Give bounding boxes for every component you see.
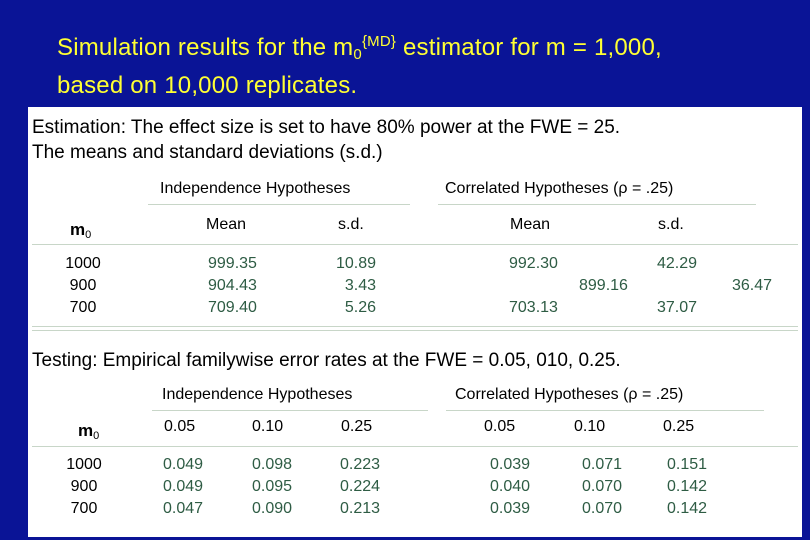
ind-sd-header: s.d.: [338, 216, 364, 233]
mean-cell: 709.40: [208, 299, 257, 316]
sd-cell: 5.26: [344, 299, 376, 316]
m0-cell: 700: [69, 299, 97, 316]
m0-cell: 900: [70, 478, 98, 495]
cor-25-column: 0.151 0.142 0.142: [657, 454, 717, 520]
rate-cell: 0.151: [666, 456, 708, 473]
rate-cell: 0.224: [339, 478, 381, 495]
cor-level-05: 0.05: [484, 418, 516, 435]
rate-cell: 0.090: [251, 500, 293, 517]
ind-level-25: 0.25: [341, 418, 373, 435]
rate-cell: 0.095: [251, 478, 293, 495]
cor-level-10: 0.10: [574, 418, 606, 435]
rate-cell: 0.223: [339, 456, 381, 473]
estimation-header-rule: [32, 244, 798, 245]
cor-sd-header: s.d.: [658, 216, 684, 233]
slide-title: Simulation results for the m0{MD} estima…: [57, 26, 662, 101]
ind-mean-column: 999.35 904.43 709.40: [208, 253, 257, 319]
correlated-rule: [438, 204, 756, 205]
m0-subscript: 0: [93, 430, 100, 442]
cor-mean-cell-1: 992.30: [509, 255, 558, 272]
title-subscript: 0: [353, 46, 362, 63]
rate-cell: 0.049: [162, 478, 204, 495]
cor-mean-header: Mean: [510, 216, 551, 233]
ind-mean-header: Mean: [206, 216, 247, 233]
estimation-m0-column: 1000 900 700: [58, 253, 108, 319]
rate-cell: 0.049: [162, 456, 204, 473]
rate-cell: 0.142: [666, 500, 708, 517]
testing-header-rule: [32, 446, 798, 447]
testing-correlated-rule: [446, 410, 764, 411]
estimation-bottom-rule: [32, 326, 798, 331]
sd-cell: 3.43: [344, 277, 376, 294]
rate-cell: 0.070: [581, 478, 623, 495]
mean-cell: 999.35: [208, 255, 257, 272]
estimation-group-correlated: Correlated Hypotheses (ρ = .25): [445, 180, 674, 197]
ind-05-column: 0.049 0.049 0.047: [153, 454, 213, 520]
rate-cell: 0.039: [489, 500, 531, 517]
testing-m0-column: 1000 900 700: [56, 454, 112, 520]
ind-10-column: 0.098 0.095 0.090: [242, 454, 302, 520]
estimation-caption-line-2: The means and standard deviations (s.d.): [32, 142, 383, 163]
testing-m0-header: m0: [78, 421, 99, 442]
rate-cell: 0.098: [251, 456, 293, 473]
cor-mean-cell-3: 703.13: [509, 299, 558, 316]
testing-independence-rule: [152, 410, 428, 411]
ind-sd-column: 10.89 3.43 5.26: [318, 253, 376, 319]
ind-level-10: 0.10: [252, 418, 284, 435]
m0-cell: 1000: [65, 255, 101, 272]
m0-subscript: 0: [85, 229, 92, 241]
cor-sd-cell-1: 42.29: [657, 255, 698, 272]
rate-cell: 0.040: [489, 478, 531, 495]
mean-cell: 904.43: [208, 277, 257, 294]
title-text-end: estimator for m = 1,000,: [396, 34, 662, 61]
estimation-caption: Estimation: The effect size is set to ha…: [32, 115, 620, 165]
testing-caption: Testing: Empirical familywise error rate…: [32, 350, 621, 371]
cor-05-column: 0.039 0.040 0.039: [480, 454, 540, 520]
cor-sd-cell-3: 37.07: [657, 299, 698, 316]
estimation-m0-header: m0: [70, 220, 91, 241]
rate-cell: 0.039: [489, 456, 531, 473]
rate-cell: 0.213: [339, 500, 381, 517]
cor-10-column: 0.071 0.070 0.070: [572, 454, 632, 520]
m0-cell: 900: [69, 277, 97, 294]
rate-cell: 0.047: [162, 500, 204, 517]
testing-group-independence: Independence Hypotheses: [162, 386, 353, 403]
sd-cell: 10.89: [335, 255, 376, 272]
m0-cell: 700: [70, 500, 98, 517]
ind-level-05: 0.05: [164, 418, 196, 435]
rate-cell: 0.071: [581, 456, 623, 473]
cor-mean-cell-2: 899.16: [579, 277, 628, 294]
title-text: Simulation results for the m: [57, 34, 354, 61]
m0-base: m: [70, 220, 86, 239]
estimation-group-independence: Independence Hypotheses: [160, 180, 351, 197]
cor-sd-cell-2: 36.47: [732, 277, 773, 294]
independence-rule: [148, 204, 410, 205]
title-line-1: Simulation results for the m0{MD} estima…: [57, 26, 662, 70]
title-line-2: based on 10,000 replicates.: [57, 72, 358, 99]
m0-base: m: [78, 421, 94, 440]
estimation-caption-line-1: Estimation: The effect size is set to ha…: [32, 117, 621, 138]
rate-cell: 0.070: [581, 500, 623, 517]
testing-group-correlated: Correlated Hypotheses (ρ = .25): [455, 386, 684, 403]
title-superscript: {MD}: [361, 33, 397, 50]
rate-cell: 0.142: [666, 478, 708, 495]
results-panel: Estimation: The effect size is set to ha…: [28, 107, 802, 537]
cor-level-25: 0.25: [663, 418, 695, 435]
ind-25-column: 0.223 0.224 0.213: [330, 454, 390, 520]
m0-cell: 1000: [66, 456, 102, 473]
